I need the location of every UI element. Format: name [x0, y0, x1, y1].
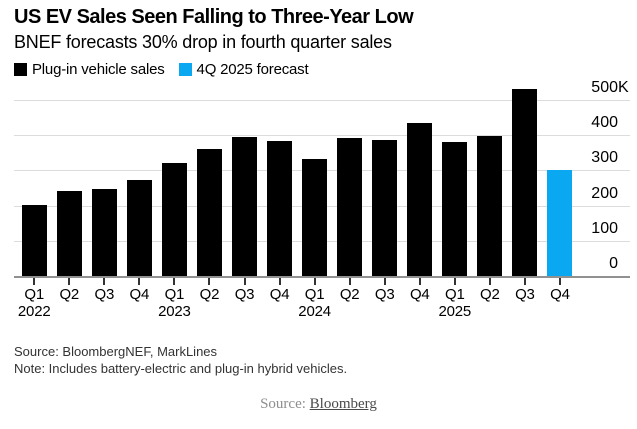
x-axis-tick — [278, 278, 281, 285]
legend-item-label: Plug-in vehicle sales — [32, 61, 165, 78]
bar-q3-2024 — [372, 140, 398, 276]
x-axis-label-q3-2025: Q3 — [515, 286, 535, 303]
chart-footer: Source: BloombergNEF, MarkLines Note: In… — [14, 344, 347, 377]
bar-q2-2023 — [196, 148, 222, 276]
bar-q3-2025 — [512, 89, 538, 276]
x-axis-year-label-2023: 2023 — [158, 303, 191, 320]
chart-card: US EV Sales Seen Falling to Three-Year L… — [14, 6, 630, 377]
bar-q1-2024 — [302, 158, 328, 276]
x-axis-label-q3-2023: Q3 — [234, 286, 255, 303]
x-axis-tick — [348, 278, 351, 285]
x-axis-label-q2-2022: Q2 — [59, 286, 80, 303]
x-axis-label-q4-2022: Q4 — [129, 286, 150, 303]
bar-q1-2025 — [442, 141, 468, 276]
x-axis-label-q4-2025: Q4 — [550, 286, 570, 303]
y-axis-label-200: 200 — [591, 184, 618, 202]
bar-q4-2023 — [267, 140, 293, 276]
bar-q2-2022 — [56, 191, 82, 276]
chart-legend: Plug-in vehicle sales 4Q 2025 forecast — [14, 61, 309, 78]
x-axis-year-label-2025: 2025 — [438, 303, 472, 320]
image-caption: Source: Bloomberg — [0, 396, 637, 413]
legend-item-label: 4Q 2025 forecast — [196, 61, 309, 78]
x-axis-tick — [208, 278, 211, 285]
x-axis-label-q4-2024: Q4 — [409, 286, 430, 303]
y-axis-label-100: 100 — [591, 219, 618, 237]
x-axis-tick — [33, 278, 36, 285]
bloomberg-link[interactable]: Bloomberg — [309, 396, 377, 412]
x-axis-label-q1-2023: Q1 — [164, 286, 185, 303]
legend-swatch-icon — [14, 63, 27, 76]
bar-q3-2023 — [232, 136, 257, 276]
bar-chart: 0 100 200 300 400 500 K Q1 2022 Q2 Q3 Q4 Q1 2023 Q2 Q3 Q… — [14, 80, 630, 320]
x-axis-label-q1-2025: Q1 — [444, 286, 465, 303]
y-axis-label-500: 500 K — [591, 79, 629, 96]
bar-q3-2022 — [91, 189, 117, 276]
bar-q4-2022 — [126, 179, 152, 276]
bar-q1-2023 — [161, 162, 187, 276]
bar-q4-2025 — [547, 169, 573, 276]
chart-title: US EV Sales Seen Falling to Three-Year L… — [14, 6, 414, 28]
x-axis-year-label-2024: 2024 — [298, 303, 331, 320]
x-axis-tick — [523, 278, 526, 285]
y-axis-label-0: 0 — [609, 255, 618, 272]
y-axis-label-300: 300 — [591, 149, 618, 167]
x-axis-tick — [103, 278, 106, 285]
bar-q2-2025 — [477, 135, 503, 276]
legend-swatch-icon — [178, 63, 192, 76]
x-axis-label-q3-2022: Q3 — [94, 286, 115, 303]
x-axis-label-q4-2023: Q4 — [269, 286, 290, 303]
x-axis-year-label-2022: 2022 — [17, 303, 51, 320]
x-axis-tick — [488, 278, 491, 285]
bar-q1-2022 — [21, 204, 47, 276]
chart-subtitle: BNEF forecasts 30% drop in fourth quarte… — [14, 32, 392, 52]
x-axis-label-q1-2024: Q1 — [304, 286, 325, 303]
x-axis-label-q2-2023: Q2 — [199, 286, 220, 303]
source-note: Source: BloombergNEF, MarkLines — [14, 344, 218, 359]
caption-prefix: Source: — [260, 396, 310, 412]
x-axis-label-q3-2024: Q3 — [374, 286, 395, 303]
methodology-note: Note: Includes battery-electric and plug… — [14, 360, 348, 376]
x-axis-tick — [558, 278, 561, 285]
y-axis-unit: K — [618, 79, 629, 96]
bar-q4-2024 — [407, 123, 433, 276]
x-axis-label-q2-2024: Q2 — [339, 286, 360, 303]
x-axis-tick — [383, 278, 386, 285]
x-axis-tick — [313, 278, 316, 285]
gridline-500 — [14, 100, 630, 101]
x-axis-label-q2-2025: Q2 — [480, 286, 500, 303]
x-axis-label-q1-2022: Q1 — [24, 286, 45, 303]
legend-item-plug-in-vehicle-sales: Plug-in vehicle sales — [14, 61, 165, 78]
legend-item-4q-2025-forecast: 4Q 2025 forecast — [178, 61, 309, 78]
x-axis-tick — [173, 278, 176, 285]
x-axis-tick — [418, 278, 421, 285]
x-axis-tick — [453, 278, 456, 285]
x-axis-tick — [138, 278, 141, 285]
y-axis-label-400: 400 — [591, 114, 618, 132]
x-axis-tick — [243, 278, 246, 285]
x-axis-tick — [68, 278, 71, 285]
bar-q2-2024 — [337, 137, 363, 276]
gridline-400 — [14, 135, 630, 137]
